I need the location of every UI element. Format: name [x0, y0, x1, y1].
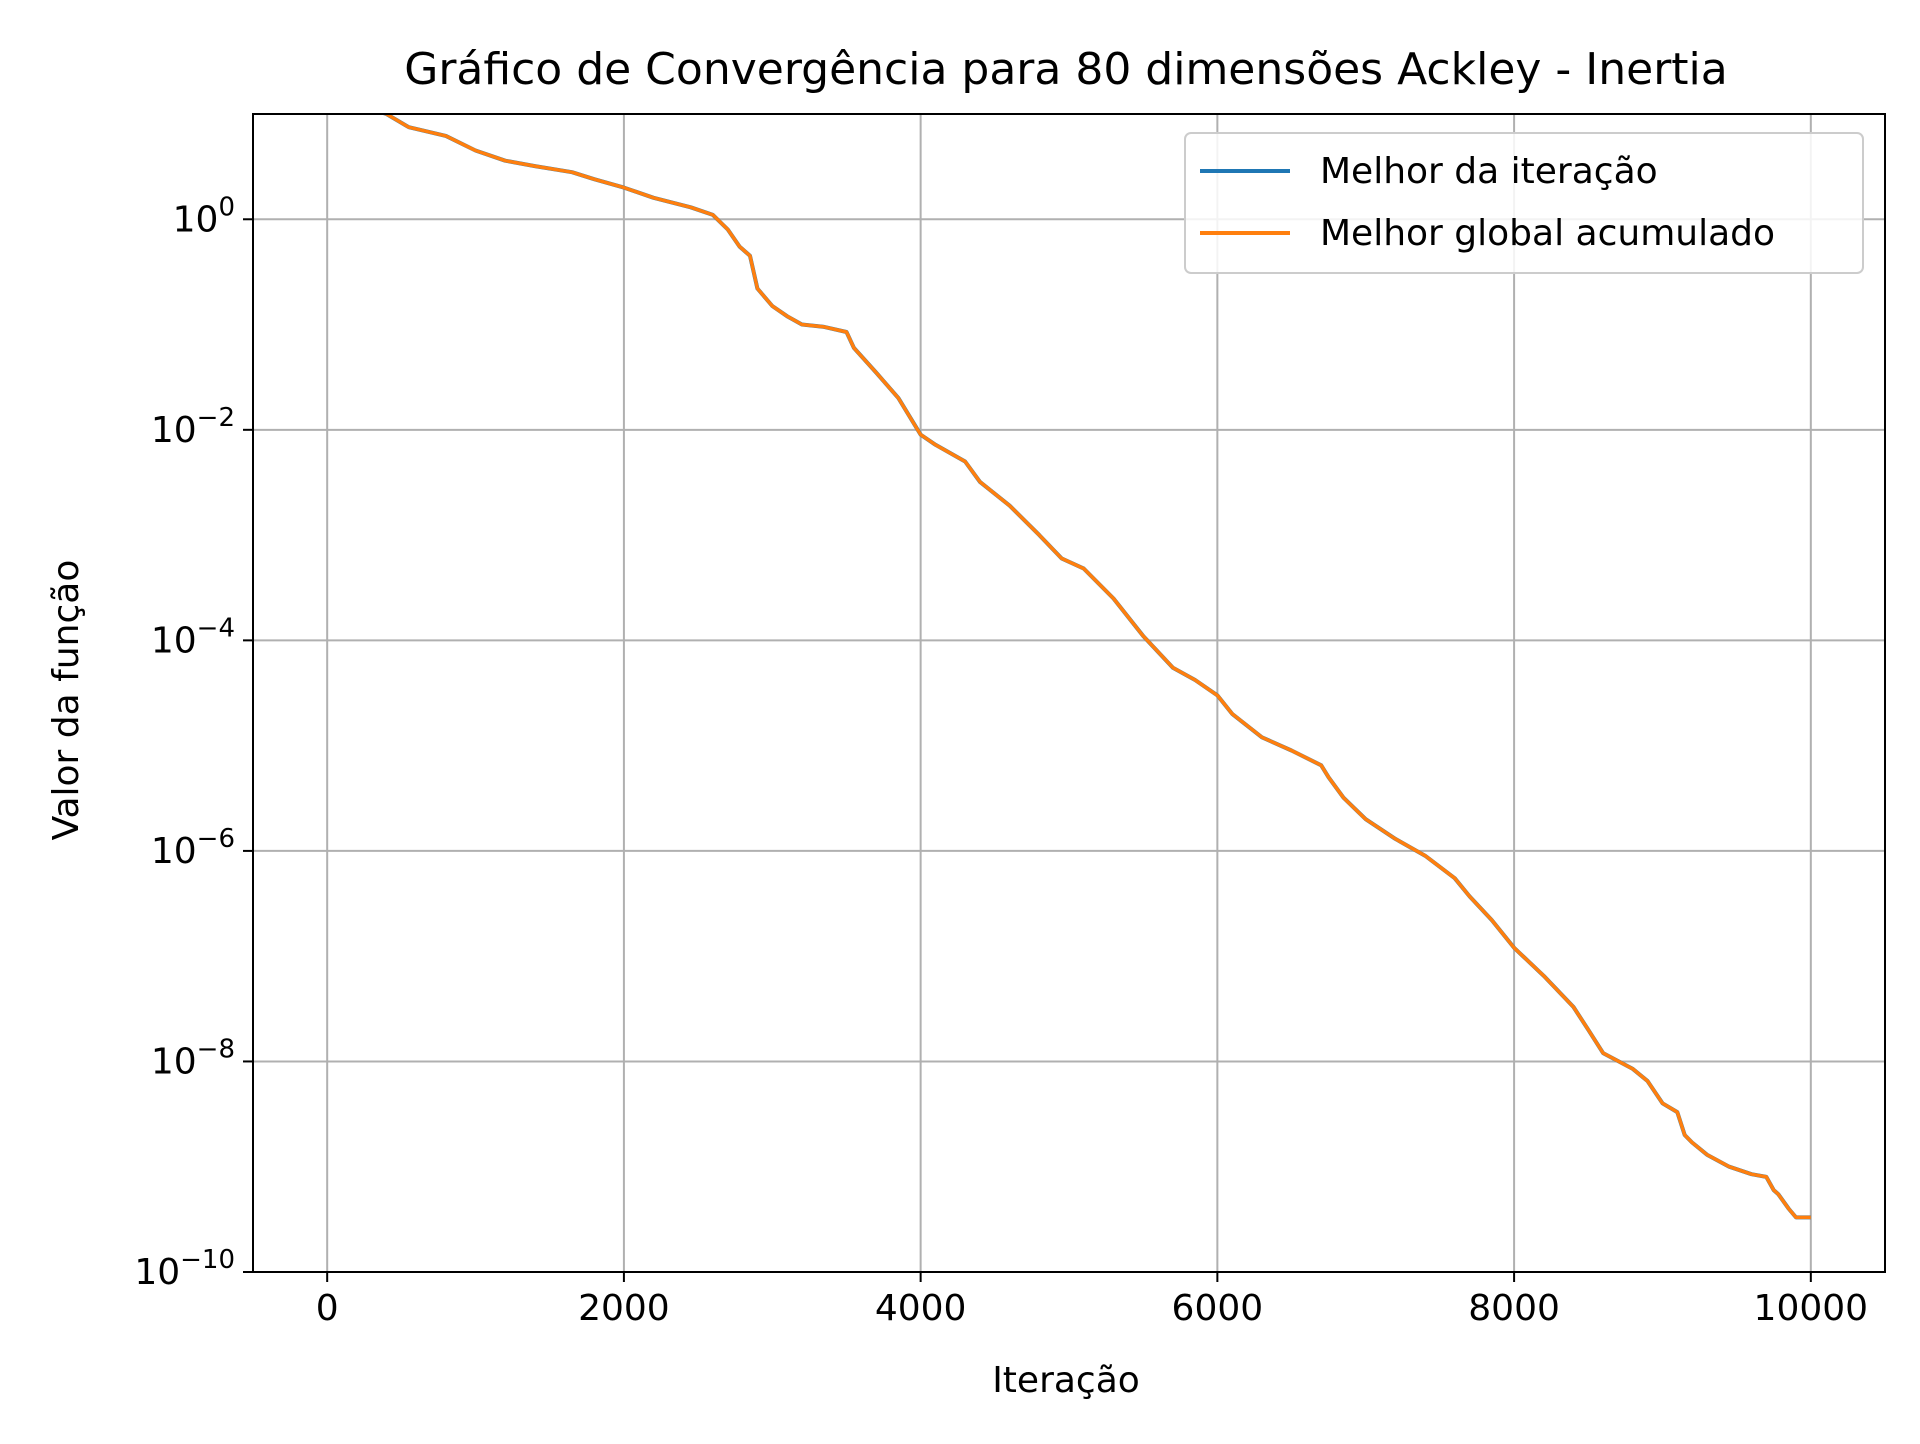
y-axis-label: Valor da função: [46, 560, 87, 841]
y-tick-label-base: 10: [151, 410, 197, 451]
y-tick-label-base: 10: [134, 1252, 180, 1293]
y-tick-label: 10−10: [134, 1245, 235, 1293]
plot-frame: [252, 113, 1886, 1273]
series-line-best-global: [380, 114, 1811, 1220]
y-tick-label: 10−8: [151, 1034, 235, 1082]
grid-layer: [253, 114, 1885, 1272]
y-tick-label-exponent: −4: [197, 613, 235, 643]
legend-box: [1184, 132, 1864, 274]
x-tick-label: 2000: [578, 1288, 670, 1329]
y-tick-label-exponent: −10: [180, 1245, 235, 1275]
legend-label-best-iteration: Melhor da iteração: [1320, 151, 1658, 192]
chart-title: Gráfico de Convergência para 80 dimensõe…: [404, 44, 1728, 95]
y-tick-label: 10−2: [151, 403, 235, 451]
y-tick-label: 100: [173, 192, 235, 240]
x-tick-label: 10000: [1754, 1288, 1869, 1329]
legend: Melhor da iteração Melhor global acumula…: [1184, 132, 1864, 274]
series-layer: [379, 114, 1811, 1220]
y-tick-label: 10−4: [151, 613, 235, 661]
legend-label-best-global: Melhor global acumulado: [1320, 213, 1775, 254]
y-tick-label: 10−6: [151, 824, 235, 872]
x-tick-label: 8000: [1468, 1288, 1560, 1329]
y-tick-label-base: 10: [151, 620, 197, 661]
x-tick-label: 6000: [1172, 1288, 1264, 1329]
y-tick-label-exponent: −8: [197, 1034, 235, 1064]
x-axis-label: Iteração: [992, 1360, 1140, 1401]
y-tick-label-exponent: 0: [218, 192, 235, 222]
y-tick-label-exponent: −6: [197, 824, 235, 854]
x-tick-label: 0: [316, 1288, 339, 1329]
y-tick-label-base: 10: [151, 1041, 197, 1082]
y-tick-label-base: 10: [151, 831, 197, 872]
y-tick-label-exponent: −2: [197, 403, 235, 433]
ticks-layer: 0 2000 4000 6000 8000 1000010010−210−410−610−…: [134, 192, 1868, 1329]
y-tick-label-base: 10: [173, 199, 219, 240]
x-tick-label: 4000: [875, 1288, 967, 1329]
